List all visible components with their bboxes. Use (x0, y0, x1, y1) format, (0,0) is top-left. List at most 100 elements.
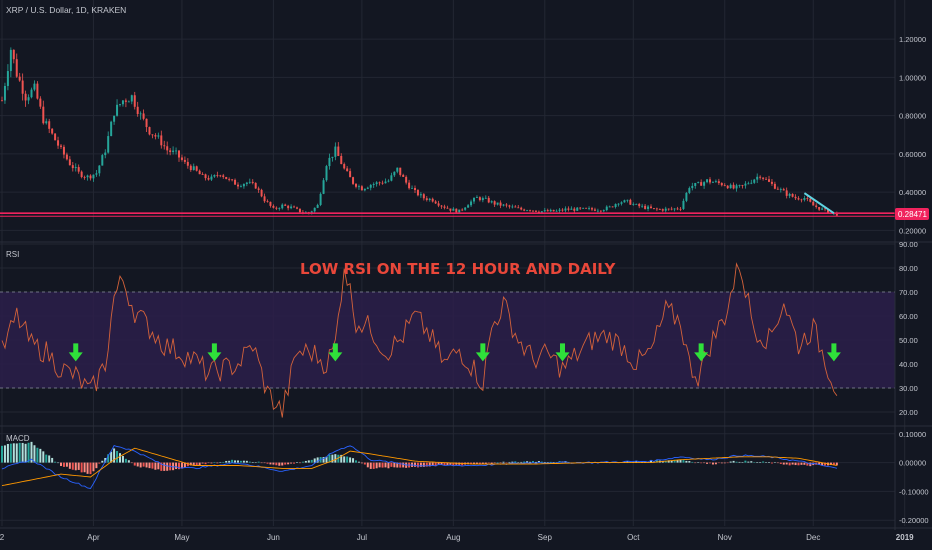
candle-body[interactable] (437, 203, 440, 206)
candle-body[interactable] (92, 174, 95, 179)
candle-body[interactable] (225, 176, 228, 180)
candle-body[interactable] (136, 106, 139, 114)
candle-body[interactable] (222, 175, 225, 177)
candle-body[interactable] (744, 183, 747, 186)
candle-body[interactable] (496, 202, 499, 205)
candle-body[interactable] (608, 206, 611, 208)
candle-body[interactable] (310, 211, 313, 214)
candle-body[interactable] (765, 178, 768, 180)
candle-body[interactable] (145, 118, 148, 128)
candle-body[interactable] (449, 208, 452, 211)
candle-body[interactable] (452, 208, 455, 211)
candle-body[interactable] (564, 208, 567, 211)
candle-body[interactable] (242, 184, 245, 187)
candle-body[interactable] (652, 208, 655, 209)
candle-body[interactable] (287, 205, 290, 209)
candle-body[interactable] (178, 150, 180, 158)
candle-body[interactable] (36, 83, 39, 99)
candle-body[interactable] (195, 166, 198, 171)
candle-body[interactable] (343, 164, 346, 169)
candle-body[interactable] (626, 199, 629, 201)
candle-body[interactable] (375, 182, 378, 185)
candle-body[interactable] (107, 136, 110, 153)
candle-body[interactable] (166, 146, 169, 151)
candle-body[interactable] (399, 167, 402, 175)
candle-body[interactable] (154, 135, 157, 137)
candle-body[interactable] (809, 198, 812, 202)
candle-body[interactable] (113, 115, 116, 122)
candle-body[interactable] (706, 179, 709, 183)
candle-body[interactable] (387, 180, 390, 182)
candle-body[interactable] (514, 206, 517, 208)
candle-body[interactable] (296, 207, 298, 209)
candle-body[interactable] (366, 187, 369, 189)
candle-body[interactable] (346, 168, 349, 172)
candle-body[interactable] (228, 179, 231, 180)
candle-body[interactable] (390, 175, 393, 181)
candle-body[interactable] (198, 170, 201, 175)
candle-body[interactable] (582, 207, 585, 209)
candle-body[interactable] (204, 174, 207, 179)
candle-body[interactable] (835, 213, 838, 216)
trendline[interactable] (803, 192, 835, 215)
candle-body[interactable] (130, 95, 133, 102)
candle-body[interactable] (281, 204, 284, 209)
candle-body[interactable] (475, 197, 478, 199)
candle-body[interactable] (537, 211, 540, 213)
candle-body[interactable] (629, 199, 632, 205)
candle-body[interactable] (549, 209, 552, 212)
candle-body[interactable] (703, 182, 706, 186)
rsi-panel[interactable] (0, 262, 895, 418)
candle-body[interactable] (717, 181, 720, 184)
candle-body[interactable] (62, 146, 65, 155)
candle-body[interactable] (180, 157, 183, 160)
candle-body[interactable] (293, 206, 296, 208)
candle-body[interactable] (773, 183, 776, 189)
candle-body[interactable] (316, 204, 319, 208)
candle-body[interactable] (723, 185, 726, 187)
candle-body[interactable] (254, 182, 257, 189)
candle-body[interactable] (470, 201, 473, 206)
candle-body[interactable] (89, 175, 92, 179)
candle-body[interactable] (679, 208, 682, 210)
candle-body[interactable] (614, 204, 617, 207)
candle-body[interactable] (213, 175, 216, 177)
candle-body[interactable] (384, 181, 387, 184)
candle-body[interactable] (638, 203, 641, 207)
candle-body[interactable] (641, 205, 644, 207)
candle-body[interactable] (186, 161, 189, 166)
candle-body[interactable] (12, 49, 15, 60)
candle-body[interactable] (231, 179, 234, 181)
candle-body[interactable] (234, 179, 237, 185)
candle-body[interactable] (434, 201, 437, 204)
candle-body[interactable] (605, 206, 608, 211)
candle-body[interactable] (15, 59, 18, 77)
candle-body[interactable] (121, 100, 124, 105)
candle-body[interactable] (313, 207, 316, 212)
candle-body[interactable] (818, 206, 821, 210)
candle-body[interactable] (493, 201, 496, 205)
candle-body[interactable] (797, 198, 800, 200)
candle-body[interactable] (794, 196, 797, 199)
candle-body[interactable] (192, 166, 195, 171)
candle-body[interactable] (428, 198, 431, 200)
candle-body[interactable] (45, 121, 48, 124)
candle-body[interactable] (824, 208, 827, 210)
candle-body[interactable] (791, 193, 794, 197)
candle-body[interactable] (827, 209, 829, 214)
candle-body[interactable] (207, 178, 210, 180)
candle-body[interactable] (779, 189, 782, 190)
candle-body[interactable] (275, 207, 278, 209)
candle-body[interactable] (183, 159, 186, 162)
candle-body[interactable] (617, 203, 620, 205)
candle-body[interactable] (484, 197, 487, 199)
candle-body[interactable] (298, 208, 301, 213)
candle-body[interactable] (9, 49, 12, 72)
candle-body[interactable] (532, 210, 534, 212)
candle-body[interactable] (464, 207, 467, 210)
candle-body[interactable] (337, 146, 340, 156)
candle-body[interactable] (48, 121, 51, 129)
candle-body[interactable] (738, 185, 741, 186)
candle-body[interactable] (440, 205, 443, 207)
candle-body[interactable] (142, 113, 145, 119)
